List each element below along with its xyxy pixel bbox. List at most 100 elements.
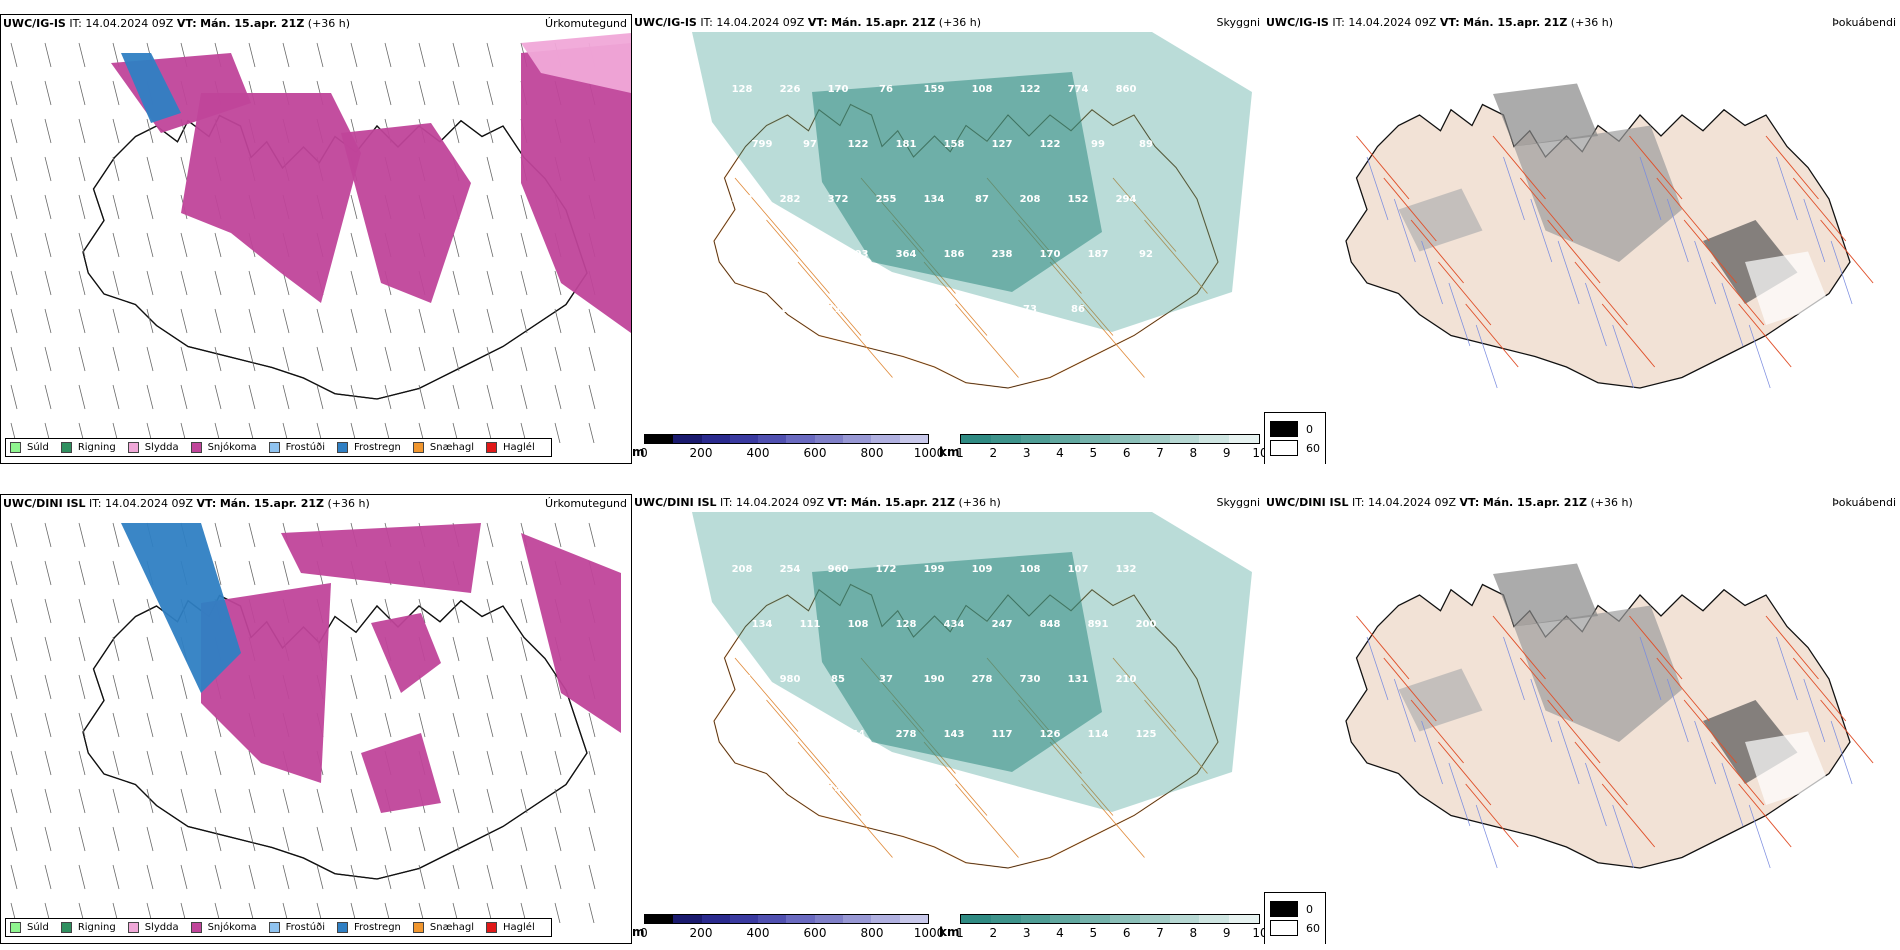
- wind-barb: [350, 636, 358, 662]
- colorbar-step: [729, 435, 759, 443]
- wind-barb: [180, 674, 188, 700]
- ceiling-label: 122: [1040, 139, 1061, 150]
- wind-barb: [248, 422, 255, 443]
- legend-swatch: [1270, 440, 1298, 456]
- wind-barb: [78, 560, 86, 586]
- wind-barb: [146, 826, 154, 852]
- wind-barb: [520, 346, 528, 372]
- wind-barb: [44, 346, 52, 372]
- wind-barb: [554, 270, 562, 296]
- fog-legend-item: 0: [1270, 901, 1320, 917]
- ceiling-unit: m: [632, 445, 645, 459]
- wind-barb: [214, 864, 222, 890]
- precip-area: [281, 523, 481, 593]
- wind-barb: [214, 232, 222, 258]
- ceiling-label: 131: [1068, 674, 1089, 685]
- wind-barb: [44, 422, 51, 443]
- wind-barb: [520, 422, 527, 443]
- wind-barb: [384, 826, 392, 852]
- ceiling-label: 148: [828, 784, 849, 795]
- ceiling-label: 132: [752, 249, 773, 260]
- wind-barb: [214, 384, 222, 410]
- wind-barb: [486, 42, 494, 68]
- ceiling-label: 372: [828, 194, 849, 205]
- ceiling-label: 152: [1068, 194, 1089, 205]
- fog-panel-2: UWC/DINI ISL IT: 14.04.2024 09Z VT: Mán.…: [1264, 494, 1900, 944]
- ceiling-label: 364: [896, 249, 917, 260]
- wind-barb: [78, 864, 86, 890]
- ceiling-label: 89: [1139, 139, 1153, 150]
- colorbar-tick: 1: [956, 926, 964, 940]
- colorbar-tick: 7: [1156, 446, 1164, 460]
- wind-barb: [588, 308, 596, 334]
- wind-barb: [146, 788, 154, 814]
- panel-header: UWC/IG-IS IT: 14.04.2024 09Z VT: Mán. 15…: [3, 17, 351, 30]
- wind-barb: [44, 560, 52, 586]
- colorbar-tick: 10: [1252, 446, 1264, 460]
- visibility-map: 208 254 960 172 199 109 108 107 132 134 111 108 128 4…: [692, 512, 1252, 869]
- wind-barb: [248, 384, 256, 410]
- wind-barb: [486, 232, 494, 258]
- ceiling-label: 761: [732, 674, 753, 685]
- ceiling-label: 134: [752, 619, 773, 630]
- colorbar-tick: 200: [689, 926, 713, 940]
- precip-legend: Súld Rigning Slydda Snjókoma Frostúði Frostre…: [5, 438, 552, 457]
- wind-barb: [146, 270, 154, 296]
- colorbar-gradient: [960, 914, 1260, 924]
- wind-barb: [418, 674, 426, 700]
- ceiling-label: 126: [1040, 729, 1061, 740]
- ceiling-label: 97: [803, 139, 817, 150]
- ceiling-label: 122: [924, 304, 945, 315]
- legend-label: Snjókoma: [207, 442, 257, 453]
- wind-barb: [78, 156, 86, 182]
- ceiling-label: 181: [896, 139, 917, 150]
- wind-barb: [10, 750, 18, 776]
- ceiling-label: 255: [876, 194, 897, 205]
- colorbar-step: [1050, 435, 1081, 443]
- visibility-colorbar: 1 2 3 4 5 6 7 8 9 10: [956, 434, 1264, 460]
- colorbar-step: [1109, 435, 1140, 443]
- colorbar-gradient: [644, 434, 929, 444]
- wind-barb: [486, 598, 494, 624]
- legend-swatch: [10, 922, 21, 933]
- colorbar-ticks: 1 2 3 4 5 6 7 8 9 10: [956, 446, 1264, 460]
- wind-barb: [112, 522, 120, 548]
- ceiling-label: 132: [1116, 564, 1137, 575]
- ceiling-colorbar: 0 200 400 600 800 1000: [640, 914, 944, 940]
- colorbar-tick: 9: [1222, 926, 1231, 940]
- wind-barb: [452, 232, 460, 258]
- wind-barb: [486, 384, 494, 410]
- wind-barb: [214, 422, 221, 443]
- colorbar-step: [1199, 915, 1230, 923]
- wind-barb: [282, 826, 290, 852]
- wind-barb: [418, 902, 425, 923]
- wind-barb: [588, 826, 596, 852]
- wind-barb: [316, 788, 324, 814]
- legend-swatch: [1270, 901, 1298, 917]
- wind-barb: [520, 560, 528, 586]
- wind-barb: [554, 864, 562, 890]
- wind-barb: [10, 902, 17, 923]
- legend-label: Rigning: [77, 442, 116, 453]
- colorbar-step: [645, 435, 674, 443]
- ceiling-label: 170: [1040, 249, 1061, 260]
- wind-barb: [112, 422, 119, 443]
- wind-barb: [418, 422, 425, 443]
- panel-header: UWC/IG-IS IT: 14.04.2024 09Z VT: Mán. 15…: [634, 16, 982, 29]
- colorbar-step: [843, 435, 872, 443]
- wind-barb: [180, 270, 188, 296]
- wind-barb: [112, 80, 120, 106]
- legend-label: Snæhagl: [429, 922, 475, 933]
- ceiling-label: 158: [944, 139, 965, 150]
- ceiling-label: 78: [735, 304, 749, 315]
- legend-label: Frostregn: [354, 442, 401, 453]
- wind-barb: [214, 788, 222, 814]
- wind-barb: [350, 384, 358, 410]
- legend-label: 0: [1306, 902, 1313, 916]
- wind-barb: [418, 864, 426, 890]
- wind-barb: [44, 864, 52, 890]
- wind-barb: [316, 826, 324, 852]
- wind-barb: [78, 42, 86, 68]
- wind-barb: [486, 864, 494, 890]
- wind-barb: [350, 194, 358, 220]
